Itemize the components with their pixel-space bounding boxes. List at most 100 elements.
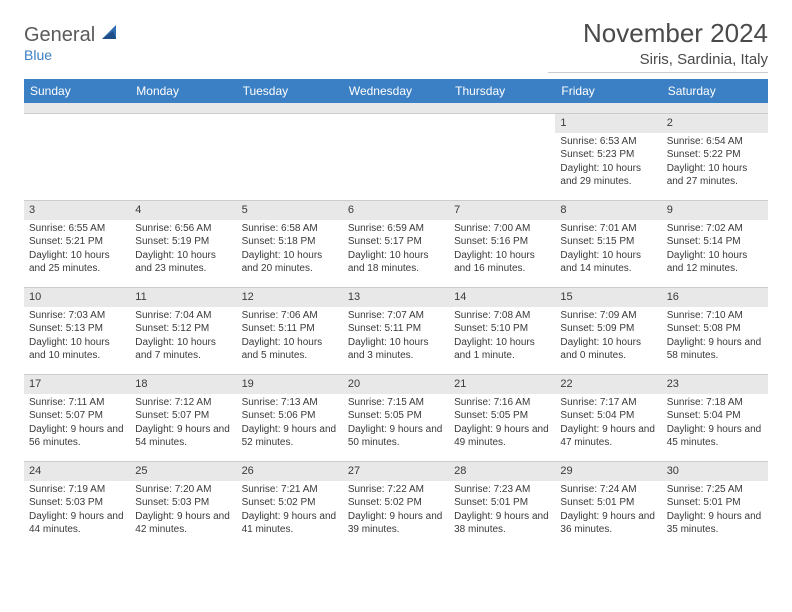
daylight-line: Daylight: 10 hours and 29 minutes.	[560, 162, 656, 189]
sunset-line: Sunset: 5:09 PM	[560, 322, 656, 336]
day-cell: 9Sunrise: 7:02 AMSunset: 5:14 PMDaylight…	[662, 201, 768, 287]
day-body: Sunrise: 7:21 AMSunset: 5:02 PMDaylight:…	[237, 481, 343, 541]
brand-word-blue: Blue	[24, 47, 120, 63]
sunrise-line: Sunrise: 7:20 AM	[135, 483, 231, 497]
sunrise-line: Sunrise: 7:01 AM	[560, 222, 656, 236]
day-cell	[237, 114, 343, 200]
weekday-header: Thursday	[449, 79, 555, 103]
day-cell: 24Sunrise: 7:19 AMSunset: 5:03 PMDayligh…	[24, 462, 130, 548]
day-body: Sunrise: 7:09 AMSunset: 5:09 PMDaylight:…	[555, 307, 661, 367]
sunset-line: Sunset: 5:03 PM	[29, 496, 125, 510]
day-cell: 13Sunrise: 7:07 AMSunset: 5:11 PMDayligh…	[343, 288, 449, 374]
daylight-line: Daylight: 10 hours and 23 minutes.	[135, 249, 231, 276]
sunrise-line: Sunrise: 7:04 AM	[135, 309, 231, 323]
day-number: 14	[449, 288, 555, 307]
day-cell: 26Sunrise: 7:21 AMSunset: 5:02 PMDayligh…	[237, 462, 343, 548]
day-cell: 25Sunrise: 7:20 AMSunset: 5:03 PMDayligh…	[130, 462, 236, 548]
daylight-line: Daylight: 10 hours and 16 minutes.	[454, 249, 550, 276]
daylight-line: Daylight: 10 hours and 20 minutes.	[242, 249, 338, 276]
sunset-line: Sunset: 5:11 PM	[242, 322, 338, 336]
day-number: 10	[24, 288, 130, 307]
title-block: November 2024 Siris, Sardinia, Italy	[548, 18, 768, 73]
sunrise-line: Sunrise: 7:21 AM	[242, 483, 338, 497]
weekday-header: Friday	[555, 79, 661, 103]
day-cell: 20Sunrise: 7:15 AMSunset: 5:05 PMDayligh…	[343, 375, 449, 461]
sunrise-line: Sunrise: 7:03 AM	[29, 309, 125, 323]
day-body: Sunrise: 6:55 AMSunset: 5:21 PMDaylight:…	[24, 220, 130, 280]
day-body: Sunrise: 7:25 AMSunset: 5:01 PMDaylight:…	[662, 481, 768, 541]
day-number: 3	[24, 201, 130, 220]
daylight-line: Daylight: 10 hours and 18 minutes.	[348, 249, 444, 276]
sunset-line: Sunset: 5:07 PM	[29, 409, 125, 423]
day-body: Sunrise: 7:07 AMSunset: 5:11 PMDaylight:…	[343, 307, 449, 367]
sail-icon	[102, 25, 120, 46]
day-body: Sunrise: 7:18 AMSunset: 5:04 PMDaylight:…	[662, 394, 768, 454]
day-cell: 3Sunrise: 6:55 AMSunset: 5:21 PMDaylight…	[24, 201, 130, 287]
day-number: 29	[555, 462, 661, 481]
sunset-line: Sunset: 5:13 PM	[29, 322, 125, 336]
day-body: Sunrise: 7:15 AMSunset: 5:05 PMDaylight:…	[343, 394, 449, 454]
day-body: Sunrise: 7:00 AMSunset: 5:16 PMDaylight:…	[449, 220, 555, 280]
day-number: 28	[449, 462, 555, 481]
day-cell: 6 Sunrise: 6:59 AMSunset: 5:17 PMDaylight…	[343, 201, 449, 287]
sunset-line: Sunset: 5:02 PM	[242, 496, 338, 510]
daylight-line: Daylight: 9 hours and 36 minutes.	[560, 510, 656, 537]
daylight-line: Daylight: 9 hours and 56 minutes.	[29, 423, 125, 450]
sunrise-line: Sunrise: 7:19 AM	[29, 483, 125, 497]
day-cell	[130, 114, 236, 200]
sunrise-line: Sunrise: 7:23 AM	[454, 483, 550, 497]
day-body: Sunrise: 6:53 AMSunset: 5:23 PMDaylight:…	[555, 133, 661, 193]
day-number: 9	[662, 201, 768, 220]
day-number: 18	[130, 375, 236, 394]
day-number: 30	[662, 462, 768, 481]
sunrise-line: Sunrise: 7:16 AM	[454, 396, 550, 410]
sunrise-line: Sunrise: 7:12 AM	[135, 396, 231, 410]
sunset-line: Sunset: 5:04 PM	[667, 409, 763, 423]
header-spacer	[24, 103, 768, 113]
day-number: 15	[555, 288, 661, 307]
weekday-header: Monday	[130, 79, 236, 103]
sunset-line: Sunset: 5:08 PM	[667, 322, 763, 336]
day-body: Sunrise: 7:20 AMSunset: 5:03 PMDaylight:…	[130, 481, 236, 541]
sunrise-line: Sunrise: 6:58 AM	[242, 222, 338, 236]
sunset-line: Sunset: 5:14 PM	[667, 235, 763, 249]
day-cell: 4Sunrise: 6:56 AMSunset: 5:19 PMDaylight…	[130, 201, 236, 287]
sunset-line: Sunset: 5:17 PM	[348, 235, 444, 249]
day-cell: 19Sunrise: 7:13 AMSunset: 5:06 PMDayligh…	[237, 375, 343, 461]
day-body: Sunrise: 7:22 AMSunset: 5:02 PMDaylight:…	[343, 481, 449, 541]
daylight-line: Daylight: 9 hours and 54 minutes.	[135, 423, 231, 450]
sunset-line: Sunset: 5:16 PM	[454, 235, 550, 249]
day-cell: 18Sunrise: 7:12 AMSunset: 5:07 PMDayligh…	[130, 375, 236, 461]
sunset-line: Sunset: 5:10 PM	[454, 322, 550, 336]
week-row: 1Sunrise: 6:53 AMSunset: 5:23 PMDaylight…	[24, 113, 768, 200]
sunset-line: Sunset: 5:01 PM	[454, 496, 550, 510]
daylight-line: Daylight: 10 hours and 27 minutes.	[667, 162, 763, 189]
daylight-line: Daylight: 10 hours and 5 minutes.	[242, 336, 338, 363]
day-number: 19	[237, 375, 343, 394]
weekday-header-row: Sunday Monday Tuesday Wednesday Thursday…	[24, 79, 768, 103]
day-body: Sunrise: 7:10 AMSunset: 5:08 PMDaylight:…	[662, 307, 768, 367]
day-body: Sunrise: 7:03 AMSunset: 5:13 PMDaylight:…	[24, 307, 130, 367]
sunrise-line: Sunrise: 6:59 AM	[348, 222, 444, 236]
day-number: 6	[343, 201, 449, 220]
sunrise-line: Sunrise: 7:07 AM	[348, 309, 444, 323]
day-body: Sunrise: 6:56 AMSunset: 5:19 PMDaylight:…	[130, 220, 236, 280]
day-number: 17	[24, 375, 130, 394]
day-body: Sunrise: 7:19 AMSunset: 5:03 PMDaylight:…	[24, 481, 130, 541]
day-cell: 2Sunrise: 6:54 AMSunset: 5:22 PMDaylight…	[662, 114, 768, 200]
weekday-header: Sunday	[24, 79, 130, 103]
day-body: Sunrise: 7:01 AMSunset: 5:15 PMDaylight:…	[555, 220, 661, 280]
daylight-line: Daylight: 10 hours and 0 minutes.	[560, 336, 656, 363]
day-body: Sunrise: 7:16 AMSunset: 5:05 PMDaylight:…	[449, 394, 555, 454]
daylight-line: Daylight: 9 hours and 50 minutes.	[348, 423, 444, 450]
day-number: 8	[555, 201, 661, 220]
day-body: Sunrise: 7:02 AMSunset: 5:14 PMDaylight:…	[662, 220, 768, 280]
day-cell: 10Sunrise: 7:03 AMSunset: 5:13 PMDayligh…	[24, 288, 130, 374]
sunrise-line: Sunrise: 6:54 AM	[667, 135, 763, 149]
sunrise-line: Sunrise: 7:08 AM	[454, 309, 550, 323]
weekday-header: Tuesday	[237, 79, 343, 103]
brand-word-gray: General	[24, 24, 95, 46]
day-number: 20	[343, 375, 449, 394]
sunrise-line: Sunrise: 7:18 AM	[667, 396, 763, 410]
calendar: Sunday Monday Tuesday Wednesday Thursday…	[24, 79, 768, 548]
